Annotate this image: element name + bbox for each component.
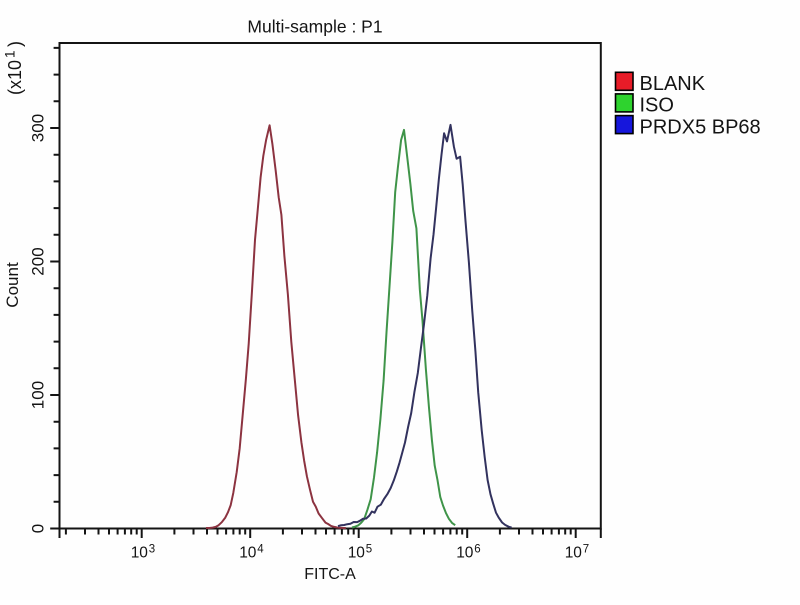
svg-text:3: 3 xyxy=(149,544,155,556)
svg-text:BLANK: BLANK xyxy=(640,73,706,95)
svg-text:4: 4 xyxy=(257,544,264,556)
svg-text:300: 300 xyxy=(29,114,48,142)
svg-text:FITC-A: FITC-A xyxy=(304,566,356,583)
svg-text:1: 1 xyxy=(3,50,18,58)
svg-text:Multi-sample : P1: Multi-sample : P1 xyxy=(247,17,382,37)
svg-text:200: 200 xyxy=(29,247,48,275)
svg-text:100: 100 xyxy=(29,381,48,409)
svg-text:10: 10 xyxy=(348,545,366,562)
svg-text:7: 7 xyxy=(583,544,589,556)
svg-text:10: 10 xyxy=(131,545,149,562)
svg-text:PRDX5 BP68: PRDX5 BP68 xyxy=(640,116,761,138)
svg-text:5: 5 xyxy=(366,544,372,556)
svg-text:(x10: (x10 xyxy=(5,60,25,95)
svg-text:6: 6 xyxy=(474,544,480,556)
svg-text:): ) xyxy=(5,41,25,47)
svg-text:Count: Count xyxy=(3,262,22,308)
svg-text:0: 0 xyxy=(29,524,48,533)
svg-text:10: 10 xyxy=(239,545,257,562)
svg-text:10: 10 xyxy=(456,545,474,562)
svg-text:10: 10 xyxy=(565,545,583,562)
svg-text:ISO: ISO xyxy=(640,95,674,117)
